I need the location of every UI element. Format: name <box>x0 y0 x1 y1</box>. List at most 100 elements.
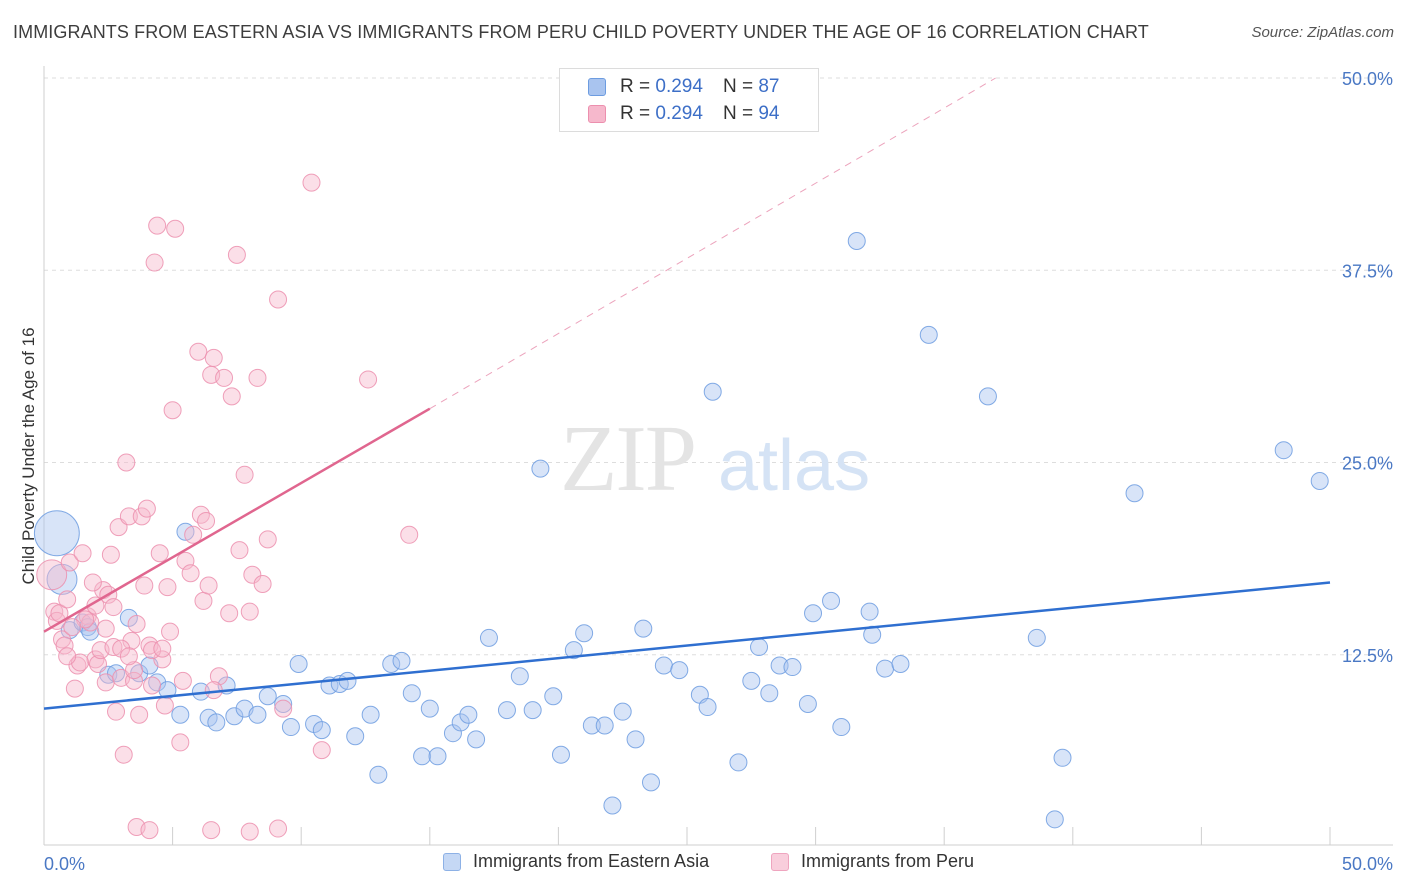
peru-point <box>253 575 272 594</box>
peru-point <box>148 216 167 235</box>
eastern-asia-point <box>860 602 879 621</box>
peru-point <box>269 290 288 309</box>
peru-point <box>274 699 293 718</box>
peru-point <box>184 525 203 544</box>
eastern-asia-point <box>798 694 817 713</box>
peru-point <box>83 573 102 592</box>
peru-point <box>135 576 154 595</box>
peru-point <box>359 370 378 389</box>
eastern-asia-point <box>258 687 277 706</box>
eastern-asia-trend-line <box>43 581 1331 710</box>
legend-item-eastern-asia[interactable]: Immigrants from Eastern Asia <box>443 851 709 872</box>
eastern-asia-point <box>225 707 244 726</box>
peru-point <box>60 553 79 572</box>
legend-item-peru[interactable]: Immigrants from Peru <box>771 851 974 872</box>
peru-point <box>63 618 82 637</box>
eastern-asia-point <box>1125 484 1144 503</box>
eastern-asia-point <box>564 641 583 660</box>
peru-trend-extension <box>429 77 996 410</box>
eastern-asia-point <box>847 232 866 251</box>
peru-point <box>258 530 277 549</box>
peru-point <box>163 401 182 420</box>
trend-lines <box>43 77 1331 710</box>
eastern-asia-point <box>289 654 308 673</box>
legend-swatch-blue <box>443 852 461 871</box>
eastern-asia-point <box>467 730 486 749</box>
eastern-asia-point <box>392 651 411 670</box>
peru-point <box>240 602 259 621</box>
x-tick-label-max: 50.0% <box>1342 854 1393 874</box>
eastern-asia-point <box>451 713 470 732</box>
eastern-asia-point <box>420 699 439 718</box>
eastern-asia-point <box>603 796 622 815</box>
peru-point <box>155 696 174 715</box>
y-tick-label: 37.5% <box>1342 261 1393 281</box>
peru-point <box>173 671 192 690</box>
peru-point <box>130 705 149 724</box>
peru-point <box>189 342 208 361</box>
peru-point <box>112 639 131 658</box>
peru-point <box>199 576 218 595</box>
peru-point <box>114 745 133 764</box>
eastern-asia-point <box>361 705 380 724</box>
legend-swatch-pink <box>771 852 789 871</box>
eastern-asia-point <box>832 718 851 737</box>
eastern-asia-point <box>274 694 293 713</box>
peru-point <box>137 499 156 518</box>
eastern-asia-point <box>919 325 938 344</box>
peru-point <box>145 253 164 272</box>
eastern-asia-point <box>33 510 80 557</box>
source-note: Source: ZipAtlas.com <box>1251 24 1394 41</box>
peru-point <box>153 639 172 658</box>
eastern-asia-point <box>497 701 516 720</box>
peru-point <box>240 822 259 841</box>
eastern-asia-point <box>312 721 331 740</box>
eastern-asia-point <box>804 604 823 623</box>
chart-title: IMMIGRANTS FROM EASTERN ASIA VS IMMIGRAN… <box>13 22 1149 42</box>
peru-point <box>150 544 169 563</box>
y-axis-label: Child Poverty Under the Age of 16 <box>19 327 38 584</box>
eastern-asia-point <box>1310 471 1329 490</box>
eastern-asia-point <box>413 747 432 766</box>
eastern-asia-point <box>346 727 365 746</box>
eastern-asia-point <box>369 765 388 784</box>
eastern-asia-point <box>382 654 401 673</box>
r-value: 0.294 <box>655 103 703 124</box>
eastern-asia-point <box>523 701 542 720</box>
y-tick-label: 50.0% <box>1342 69 1393 89</box>
peru-point <box>230 541 249 560</box>
r-label: R = <box>620 76 651 97</box>
peru-point <box>68 656 87 675</box>
eastern-asia-point <box>575 624 594 643</box>
watermark-zip: ZIP <box>560 407 695 511</box>
eastern-asia-point <box>544 687 563 706</box>
legend-label: Immigrants from Peru <box>801 851 975 871</box>
peru-point <box>194 591 213 610</box>
peru-point <box>125 671 144 690</box>
eastern-asia-point <box>510 667 529 686</box>
peru-point <box>119 507 138 526</box>
watermark-atlas: atlas <box>718 426 870 506</box>
peru-point <box>55 636 74 655</box>
peru-point <box>202 821 221 840</box>
eastern-asia-point <box>670 661 689 680</box>
peru-point <box>122 631 141 650</box>
eastern-asia-point <box>703 382 722 401</box>
eastern-asia-point <box>750 638 769 657</box>
n-label: N = <box>722 103 754 124</box>
peru-point <box>65 679 84 698</box>
peru-point <box>73 544 92 563</box>
eastern-asia-point <box>207 713 226 732</box>
peru-point <box>107 702 126 721</box>
eastern-asia-point <box>1045 810 1064 829</box>
peru-point <box>181 564 200 583</box>
eastern-asia-point <box>876 659 895 678</box>
peru-point <box>125 661 144 680</box>
legend-row-peru: R = 0.294 N = 94 <box>588 102 779 126</box>
eastern-asia-point <box>531 459 550 478</box>
peru-point <box>119 647 138 666</box>
eastern-asia-point <box>459 705 478 724</box>
peru-point <box>166 219 185 238</box>
series-peru-points <box>36 173 419 841</box>
axes <box>43 66 1393 846</box>
